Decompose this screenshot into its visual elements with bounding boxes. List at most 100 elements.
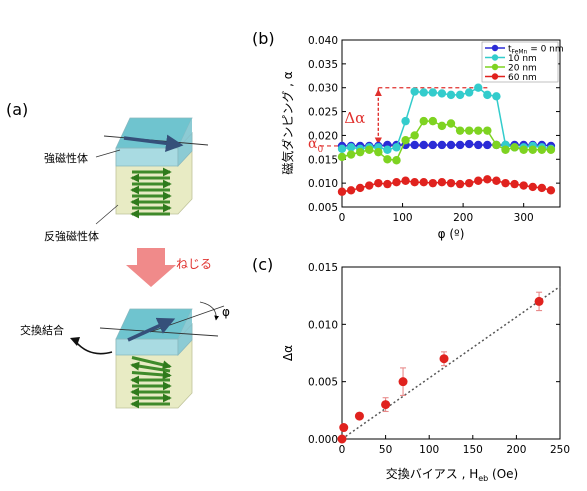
chart-b-xtick-label: 0 xyxy=(339,212,346,224)
chart-b-point xyxy=(455,90,465,100)
chart-b-xtick-label: 100 xyxy=(393,212,413,224)
chart-b-legend-rest: = 0 nm xyxy=(527,45,563,55)
chart-c-point xyxy=(381,400,391,410)
chart-b-ytick-label: 0.005 xyxy=(308,202,338,214)
chart-b-point xyxy=(528,182,537,192)
chart-c-points xyxy=(337,291,544,444)
twist-text: ねじる xyxy=(176,257,212,271)
chart-c-xtick-label: 200 xyxy=(506,444,526,456)
chart-b-point xyxy=(410,87,419,96)
phi-label: φ xyxy=(222,305,230,319)
chart-b-point xyxy=(428,88,438,97)
chart-b-legend-marker xyxy=(491,54,499,61)
chart-b-point xyxy=(492,140,501,150)
upper-cube-ferro-front xyxy=(115,147,179,167)
spin-arrow-icon xyxy=(131,356,172,370)
panel-b-label: (b) xyxy=(252,29,275,48)
antiferro-pointer xyxy=(95,204,119,225)
chart-b-point xyxy=(355,147,365,157)
chart-b-point xyxy=(455,126,465,135)
chart-b-point xyxy=(428,178,438,188)
chart-c-y-axis: 0.000 0.005 0.010 0.015 xyxy=(308,262,560,446)
chart-b-ytick-label: 0.020 xyxy=(308,130,338,142)
chart-c-point xyxy=(398,377,408,387)
chart-c-x-axis: 0 50 100 150 200 250 xyxy=(339,435,570,456)
chart-b-alpha0-sub: 0 xyxy=(317,145,323,155)
chart-c-point xyxy=(337,434,347,444)
chart-b-ytick-label: 0.025 xyxy=(308,107,338,119)
chart-b-point xyxy=(346,186,356,195)
chart-b-legend-sub: FeMn xyxy=(512,49,528,56)
chart-b-y-axis: 0.005 0.010 0.015 0.020 0.025 0.030 0.035 0.040 xyxy=(308,35,560,214)
chart-b-point xyxy=(492,176,501,185)
chart-b-point xyxy=(474,126,483,135)
chart-b-point xyxy=(492,92,501,101)
chart-b-point xyxy=(537,183,547,193)
chart-b-point xyxy=(337,152,347,162)
ferro-magnetization-arrow xyxy=(123,134,184,152)
chart-c-xlabel-main: 交換バイアス , H xyxy=(386,466,478,481)
twist-arrow-icon xyxy=(126,248,176,287)
chart-c-xtick-label: 0 xyxy=(339,444,346,456)
chart-b-point xyxy=(410,177,419,187)
chart-b-point xyxy=(483,90,492,100)
antiferro-spins-lower xyxy=(130,356,172,409)
chart-b-ytick-label: 0.015 xyxy=(308,154,338,166)
phi-angle-arc xyxy=(199,301,219,321)
chart-b-alpha0-label: α0 xyxy=(308,136,323,155)
chart-c-point xyxy=(439,354,449,364)
panel-c: (c) 0.000 0.005 0.010 0.015 0 50 100 150 200 250… xyxy=(252,255,570,483)
chart-b-point xyxy=(455,179,465,189)
chart-b-ylabel: 磁気ダンピング , α xyxy=(280,71,295,174)
chart-b-legend-label: 20 nm xyxy=(508,64,537,74)
chart-b-legend-marker xyxy=(491,73,499,80)
chart-b-point xyxy=(410,140,419,150)
spin-arrow-icon xyxy=(131,370,172,380)
chart-b-point xyxy=(483,126,492,135)
chart-b-point xyxy=(501,178,510,188)
chart-b-point xyxy=(346,150,356,159)
chart-c-ytick-label: 0.010 xyxy=(308,319,338,331)
exchange-arc-head-icon xyxy=(70,337,80,346)
chart-b-point xyxy=(346,143,356,152)
chart-b-point xyxy=(337,144,347,153)
chart-c-xtick-label: 150 xyxy=(463,444,483,456)
chart-c-fit-line xyxy=(341,285,561,440)
chart-c-xtick-label: 250 xyxy=(550,444,570,456)
chart-c-ytick-label: 0.015 xyxy=(308,262,338,274)
chart-b-point xyxy=(546,145,556,154)
panel-b: (b) 0.0050.0100.0150.0200.0250.0300.0350… xyxy=(252,29,564,241)
chart-c-frame xyxy=(341,266,561,440)
chart-c-xlabel-unit: (Oe) xyxy=(488,467,518,481)
chart-b-point xyxy=(437,177,447,187)
chart-b-point xyxy=(437,140,447,150)
antiferro-label: 反強磁性体 xyxy=(44,229,99,243)
chart-b-point xyxy=(428,116,438,126)
ferro-pointer xyxy=(95,149,121,158)
chart-c-xlabel-sub: eb xyxy=(478,474,488,483)
chart-b-point xyxy=(537,145,547,154)
chart-c-fit xyxy=(341,285,561,440)
chart-c-point xyxy=(534,296,544,306)
chart-c-point xyxy=(354,411,364,421)
chart-b-point xyxy=(464,139,474,149)
chart-b-ytick-label: 0.040 xyxy=(308,35,338,47)
lower-cube-top-side xyxy=(178,309,192,339)
chart-b-point xyxy=(401,116,410,126)
chart-b-point xyxy=(483,140,492,150)
chart-b-point xyxy=(374,147,383,157)
chart-b-point xyxy=(510,143,519,152)
chart-b-legend-name: 60 nm xyxy=(508,73,537,83)
spin-arrow-icon xyxy=(130,361,171,373)
chart-c-point xyxy=(339,423,349,433)
chart-b-delta-label: Δα xyxy=(344,109,365,127)
chart-b-point xyxy=(519,145,528,154)
chart-b-series-line xyxy=(341,86,552,151)
chart-b-point xyxy=(401,176,410,185)
chart-b-point xyxy=(446,119,456,128)
panel-a: (a) 強磁性体 反強磁性体 ねじる xyxy=(6,100,230,409)
chart-b-xtick-label: 200 xyxy=(453,212,473,224)
chart-b-point xyxy=(501,145,510,154)
